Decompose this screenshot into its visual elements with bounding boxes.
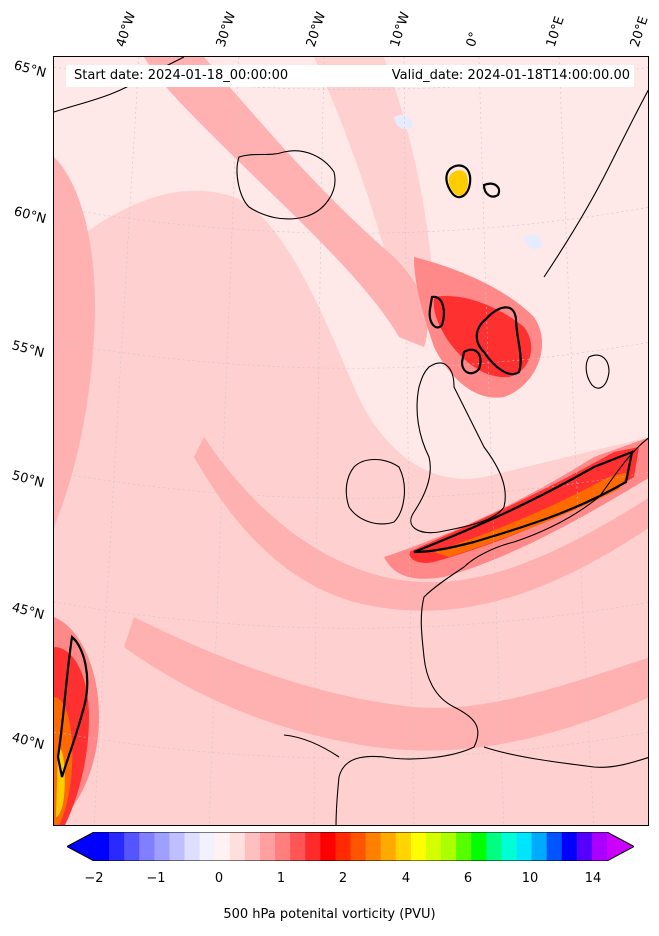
colorbar-swatch [425, 832, 442, 861]
colorbar-swatch [169, 832, 186, 861]
colorbar-swatch [94, 832, 110, 861]
colorbar-swatch [395, 832, 412, 861]
colorbar-swatch [471, 832, 487, 861]
colorbar-swatch [139, 832, 155, 861]
colorbar-swatch [214, 832, 231, 861]
pv-field-map [54, 57, 648, 825]
colorbar-swatch [380, 832, 397, 861]
pv-red-core-north-sea [433, 296, 532, 378]
contour-north-sea-west [428, 295, 445, 329]
lat-label-40n: 40°N [10, 730, 46, 754]
colorbar-swatch [275, 832, 291, 861]
lon-label-10e: 10°E [543, 14, 568, 50]
pv-yellow-core-iberia [56, 747, 65, 817]
coast-iceland [236, 150, 336, 220]
colorbar-swatch [531, 832, 548, 861]
contour-faroes [445, 164, 472, 199]
colorbar-swatch [109, 832, 125, 861]
colorbar-swatch [244, 832, 261, 861]
coast-norway [543, 89, 648, 278]
colorbar-swatch [410, 832, 427, 861]
colorbar-swatch [305, 832, 321, 861]
colorbar-swatch [591, 832, 608, 861]
colorbar-swatch [516, 832, 533, 861]
colorbar-swatch [546, 832, 563, 861]
coast-denmark [585, 354, 610, 389]
colorbar-swatch [199, 832, 216, 861]
colorbar-swatch [290, 832, 306, 861]
lat-label-45n: 45°N [10, 600, 46, 624]
pv-medium-streak-north [144, 57, 428, 347]
lon-label-20w: 20°W [303, 10, 330, 49]
colorbar-swatch [561, 832, 578, 861]
contour-channel [413, 450, 634, 554]
coast-continent [335, 437, 648, 825]
coast-iberia-north [283, 734, 340, 758]
colorbar-swatch [335, 832, 351, 861]
colorbar-swatch [441, 832, 457, 861]
colorbar-tick-6: 6 [463, 871, 473, 886]
valid-date-label: Valid_date: 2024-01-18T14:00:00.00 [391, 68, 630, 83]
contour-north-sea-small [482, 182, 501, 198]
colorbar-swatch [154, 832, 170, 861]
pv-orange-core-channel [434, 472, 629, 557]
lon-label-10w: 10°W [387, 10, 414, 49]
coast-britain [410, 362, 506, 534]
colorbar-tick-0: 0 [214, 871, 224, 886]
pv-yellow-core-faroes [448, 170, 468, 196]
lon-label-0: 0° [463, 30, 483, 49]
lat-label-65n: 65°N [12, 58, 48, 82]
colorbar-swatch [124, 832, 140, 861]
lat-label-55n: 55°N [10, 338, 46, 362]
colorbar-tick-minus2: −2 [84, 871, 104, 886]
coast-ireland [345, 458, 405, 525]
lat-label-50n: 50°N [10, 468, 46, 492]
pv-medium-streak-jet [194, 437, 648, 611]
colorbar-swatch [486, 832, 502, 861]
lat-label-60n: 60°N [12, 204, 48, 228]
colorbar-swatch [456, 832, 472, 861]
colorbar-tick-14: 14 [584, 871, 602, 886]
colorbar-swatch [229, 832, 246, 861]
pv-2-contours [56, 164, 634, 778]
colorbar-under-arrow [67, 832, 94, 861]
colorbar-tick-1: 1 [276, 871, 286, 886]
colorbar-swatch [365, 832, 382, 861]
colorbar-tick-2: 2 [338, 871, 348, 886]
pv-negative-patch-east [524, 235, 543, 250]
colorbar-tick-10: 10 [521, 871, 539, 886]
start-date-label: Start date: 2024-01-18_00:00:00 [74, 68, 289, 83]
colorbar-swatch [350, 832, 367, 861]
colorbar-tick-4: 4 [401, 871, 411, 886]
colorbar [67, 832, 634, 861]
pv-negative-patch-north [394, 115, 413, 130]
colorbar-swatch [259, 832, 276, 861]
contour-north-sea-main [475, 306, 522, 376]
lon-label-40w: 40°W [113, 10, 140, 49]
colorbar-tick-minus1: −1 [146, 871, 166, 886]
coast-mediterranean [483, 746, 648, 768]
colorbar-swatch [184, 832, 201, 861]
colorbar-swatch [320, 832, 336, 861]
pv-medium-south [124, 617, 648, 751]
date-header: Start date: 2024-01-18_00:00:00 Valid_da… [66, 65, 634, 87]
lon-label-20e: 20°E [627, 14, 652, 50]
colorbar-label: 500 hPa potenital vorticity (PVU) [223, 907, 436, 922]
contour-iberia [56, 634, 89, 778]
pv-medium-west [54, 157, 95, 527]
map-panel: Start date: 2024-01-18_00:00:00 Valid_da… [53, 56, 649, 826]
colorbar-swatch [576, 832, 593, 861]
graticule [54, 57, 648, 825]
contour-north-sea-south [460, 348, 482, 375]
lon-label-30w: 30°W [213, 10, 240, 49]
colorbar-over-arrow [607, 832, 634, 861]
colorbar-swatch [501, 832, 517, 861]
